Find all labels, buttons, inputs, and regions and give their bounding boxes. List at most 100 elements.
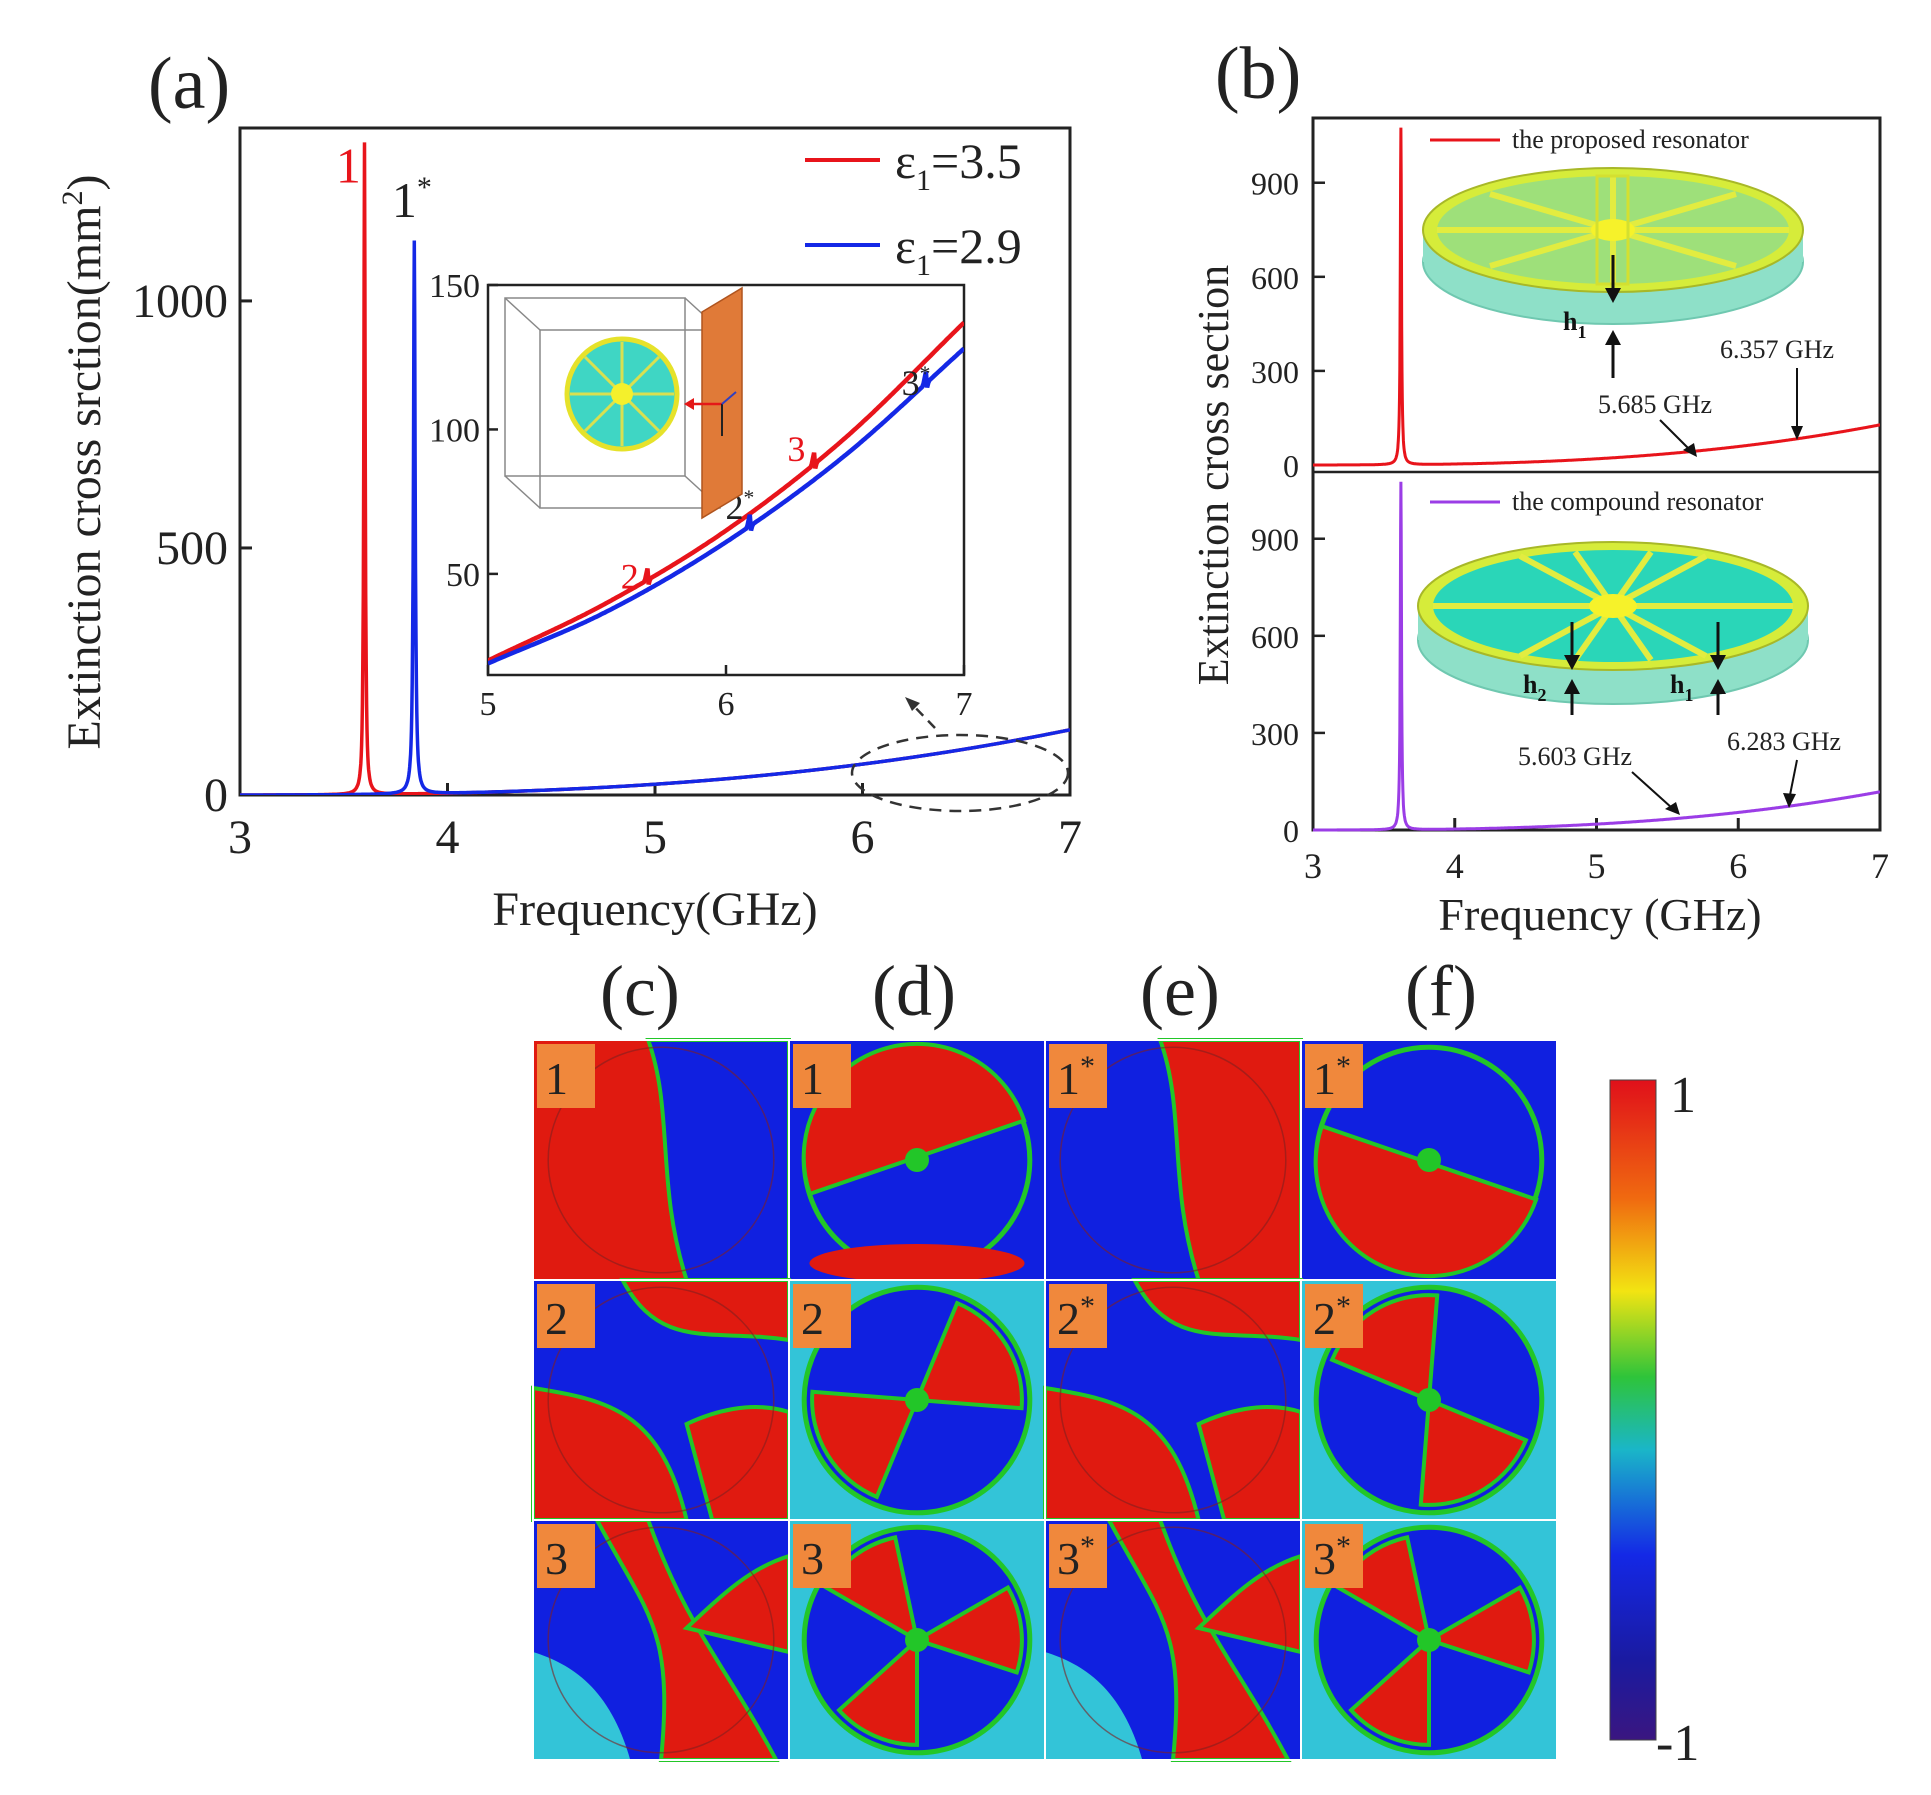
y-tick-label-500: 500 [156,522,228,575]
field-map-badge [793,1524,851,1588]
x-tick-label-3: 3 [228,811,252,864]
b2-y-tick-label-0: 0 [1283,813,1299,849]
y-tick-label-0: 0 [204,769,228,822]
plot-b-annotations: 6.357 GHz 5.685 GHz 5.603 GHz 6.283 GHz [1518,335,1841,815]
field-map-badge-label: 2 [801,1293,824,1344]
b1-y-tick-label-0: 0 [1283,448,1299,484]
inset-x-tick-label-7: 7 [956,686,973,723]
legend-label-eps-3-5: ε1=3.5 [895,133,1022,197]
x-tick-label-5: 5 [643,811,667,864]
field-map-badge-label: 1 [545,1053,568,1104]
field-map-badge [1049,1044,1107,1108]
field-map-badge-label: 2* [1313,1290,1351,1344]
peak-label-0: 1 [336,137,361,193]
field-map-badge [537,1044,595,1108]
series-compound-line [1313,481,1880,832]
legend-label-eps-2-9: ε1=2.9 [895,218,1022,282]
simulation-box-schematic [504,286,743,520]
panel-label-d: (d) [872,951,956,1031]
panel-b: (b) 3 4 5 6 7 0 300 600 900 0 300 600 900 Frequenc… [1189,33,1889,940]
inset-y-ticks: 50 100 150 [429,268,498,594]
field-map-e-3: 3* [1044,1518,1303,1762]
inset-y-tick-label-100: 100 [429,412,480,449]
inset-mode-label-1: 3 [787,429,805,469]
field-map-badge-label: 3* [1057,1530,1095,1584]
colorbar-max-label: 1 [1670,1067,1696,1124]
field-map-c-3: 3 [532,1518,791,1762]
zoom-region-ellipse [850,733,1070,813]
colorbar-min-label: -1 [1656,1715,1699,1772]
inset-x-tick-label-5: 5 [480,686,497,723]
annotation-6-357-ghz: 6.357 GHz [1720,335,1834,364]
field-map-badge-label: 2 [545,1293,568,1344]
b2-y-tick-label-300: 300 [1251,716,1299,752]
inset-y-tick-label-150: 150 [429,268,480,305]
field-map-badge [793,1284,851,1348]
field-map-badge-label: 3* [1313,1530,1351,1584]
field-map-badge [1305,1284,1363,1348]
colorbar [1609,1079,1657,1741]
inset-series-red [488,320,964,663]
zoom-arrow [907,699,936,729]
b-x-tick-label-4: 4 [1446,846,1464,886]
height-label-h1-bottom: h1 [1670,670,1693,705]
panel-label-a: (a) [148,43,230,125]
field-map-e-2: 2* [1043,1278,1303,1522]
plot-a-peak-labels: 1 1* [336,137,432,228]
panel-label-b: (b) [1215,33,1301,115]
b-x-tick-label-3: 3 [1304,846,1322,886]
field-map-c-1: 1 [532,1038,791,1282]
inset-y-tick-label-50: 50 [446,557,480,594]
field-map-badge [1049,1284,1107,1348]
b2-y-tick-label-600: 600 [1251,619,1299,655]
field-map-grid: (c) (d) (e) (f) 1 1 1* 1* 2 2 2* 2* 3 3 3* 3* 1 -1 [531,951,1699,1772]
legend-label-compound: the compound resonator [1512,487,1764,516]
height-label-h1: h1 [1563,307,1586,342]
annotation-5-603-ghz: 5.603 GHz [1518,742,1632,771]
inset-x-ticks: 5 6 7 [480,665,973,723]
series-eps-2-9-line [240,240,1070,795]
field-map-badge [537,1524,595,1588]
field-map-badge [537,1284,595,1348]
field-map-badge [1305,1524,1363,1588]
plot-a-y-axis-label: Extinction cross srction(mm2) [56,175,111,750]
b-x-tick-label-6: 6 [1729,846,1747,886]
b-x-tick-label-5: 5 [1588,846,1606,886]
b2-y-tick-label-900: 900 [1251,522,1299,558]
inset-mode-label-3: 3* [902,361,931,402]
panel-a: (a) 3 4 5 6 7 0 500 1000 Frequency(GHz) Extinc… [56,43,1082,936]
b1-y-tick-label-900: 900 [1251,166,1299,202]
plot-b-x-axis-label: Frequency (GHz) [1438,889,1761,940]
legend-label-proposed: the proposed resonator [1512,125,1749,154]
proposed-resonator-illustration: h1 [1422,167,1804,378]
field-map-badge [1049,1524,1107,1588]
field-map-badge-label: 1* [1313,1050,1351,1104]
plot-b-bottom-y-ticks: 0 300 600 900 [1251,522,1325,849]
annotation-6-283-ghz: 6.283 GHz [1727,727,1841,756]
field-map-badge [793,1044,851,1108]
inset-x-tick-label-6: 6 [718,686,735,723]
panel-label-e: (e) [1140,951,1220,1031]
field-map-d-2: 2 [788,1279,1046,1521]
field-map-badge-label: 3 [545,1533,568,1584]
series-proposed-line [1313,127,1880,467]
field-map-badge-label: 2* [1057,1290,1095,1344]
b1-y-tick-label-600: 600 [1251,260,1299,296]
b-x-tick-label-7: 7 [1871,846,1889,886]
plot-b-y-axis-label: Extinction cross section [1189,265,1238,685]
panel-label-c: (c) [600,951,680,1031]
field-map-d-3: 3 [788,1519,1046,1761]
field-map-badge [1305,1044,1363,1108]
x-tick-label-7: 7 [1058,811,1082,864]
x-tick-label-6: 6 [851,811,875,864]
zoom-arrow-head [905,697,920,711]
plot-a-y-ticks: 0 500 1000 [132,275,252,822]
peak-label-1: 1* [392,171,432,228]
y-tick-label-1000: 1000 [132,275,228,328]
field-map-badge-label: 1* [1057,1050,1095,1104]
field-map-badge-label: 3 [801,1533,824,1584]
field-map-c-2: 2 [531,1278,791,1522]
plot-b-x-ticks: 3 4 5 6 7 [1304,818,1889,886]
